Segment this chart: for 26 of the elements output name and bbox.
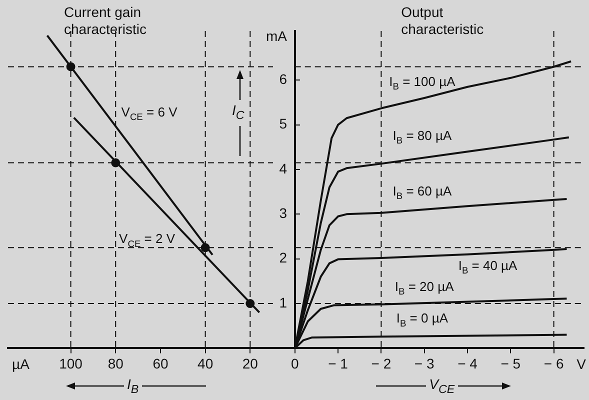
x-tick-label: − 1 xyxy=(328,355,348,372)
y-tick-label: 1 xyxy=(279,294,288,310)
text: µA xyxy=(12,356,30,372)
x-tick-label: 20 xyxy=(242,355,258,372)
x-tick-label: − 6 xyxy=(544,355,564,372)
x-tick-label: 0 xyxy=(291,355,300,372)
y-tick-label: 3 xyxy=(279,205,288,222)
chart-title: Current gain characteristic xyxy=(64,4,148,38)
text: V xyxy=(576,356,587,372)
x-tick-label: 60 xyxy=(152,355,168,372)
x-axis-title: V$_{CE}$ xyxy=(426,376,458,398)
x-tick-label: − 4 xyxy=(458,355,478,372)
x-tick-label: 40 xyxy=(198,355,214,372)
x-tick-label: − 2 xyxy=(371,355,392,372)
y-tick-label: 6 xyxy=(279,71,288,88)
chart-title: Output characteristic xyxy=(401,4,485,38)
y-axis-title: I$_{C}$ xyxy=(232,100,244,126)
x-tick-label: − 5 xyxy=(500,355,521,372)
y-tick-label: 4 xyxy=(279,160,288,176)
x-tick-label: 100 xyxy=(59,355,83,372)
x-axis-title: I$_{B}$ xyxy=(124,376,142,398)
x-tick-label: − 3 xyxy=(414,355,435,372)
y-tick-label: 5 xyxy=(279,116,288,132)
annotation: mA xyxy=(266,28,288,44)
y-tick-label: 2 xyxy=(279,250,288,266)
x-tick-label: 80 xyxy=(108,355,124,372)
